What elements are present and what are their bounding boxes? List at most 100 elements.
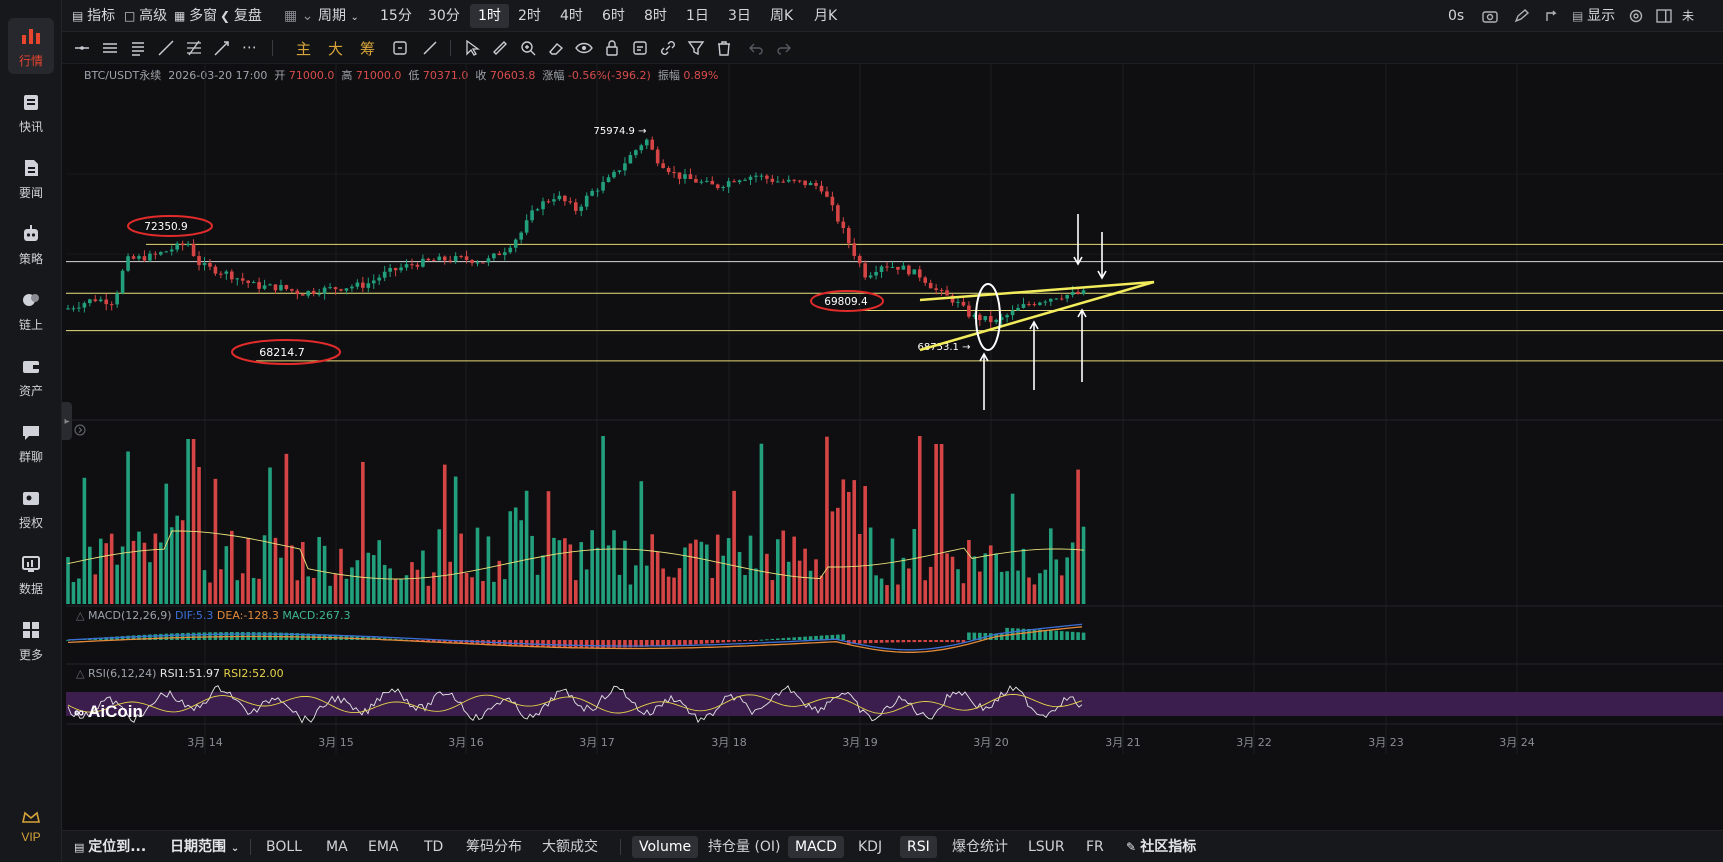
replay-button[interactable]: ❮ 复盘: [220, 0, 262, 32]
volume-bar: [481, 581, 485, 604]
edit-icon[interactable]: [1514, 0, 1530, 32]
indicator-ema[interactable]: EMA: [368, 839, 399, 855]
volume-bar: [284, 453, 289, 604]
candle-body: [453, 256, 458, 262]
redo-icon[interactable]: [774, 38, 794, 58]
price-label: 68753.1 →: [918, 342, 971, 353]
more-tools-dropdown[interactable]: ▦ ⌄: [284, 8, 314, 24]
volume-collapse-icon[interactable]: [74, 424, 86, 439]
display-button[interactable]: ▤ 显示: [1572, 0, 1615, 32]
sub-indicator-fr[interactable]: FR: [1086, 839, 1104, 855]
sidebar-item-assets[interactable]: 资产: [0, 346, 62, 406]
sidebar-item-data[interactable]: 数据: [0, 544, 62, 604]
vip-button[interactable]: VIP: [0, 808, 62, 862]
volume-bar: [366, 552, 371, 604]
eraser-tool-icon[interactable]: [546, 38, 566, 58]
link-tool-icon[interactable]: [658, 38, 678, 58]
interval-1d[interactable]: 1日: [686, 8, 709, 24]
candle-body: [169, 249, 174, 252]
redo-icon[interactable]: [1544, 0, 1560, 32]
settings-icon[interactable]: [1628, 0, 1644, 32]
volume-bar: [568, 544, 573, 604]
sidebar-item-chat[interactable]: 群聊: [0, 412, 62, 472]
select-tool-icon[interactable]: [462, 38, 482, 58]
sub-indicator-liquidation[interactable]: 爆仓统计: [952, 839, 1008, 855]
magnet-tool-icon[interactable]: [390, 38, 410, 58]
interval-1h[interactable]: 1时: [470, 4, 509, 28]
locate-button[interactable]: ▤ 定位到...: [74, 831, 146, 862]
sidebar-item-newsflash[interactable]: 快讯: [0, 82, 62, 142]
ray-tool-icon[interactable]: [212, 38, 232, 58]
advanced-button[interactable]: □ 高级: [124, 0, 167, 32]
interval-month[interactable]: 月K: [814, 8, 838, 24]
zoom-in-icon[interactable]: [518, 38, 538, 58]
sidebar-collapse-handle[interactable]: ▸: [62, 402, 72, 440]
indicator-boll[interactable]: BOLL: [266, 839, 302, 855]
main-indicator-button[interactable]: 主: [296, 40, 312, 58]
filter-tool-icon[interactable]: [686, 38, 706, 58]
interval-week[interactable]: 周K: [770, 8, 794, 24]
interval-3d[interactable]: 3日: [728, 8, 751, 24]
interval-8h[interactable]: 8时: [644, 8, 667, 24]
volume-bar: [88, 546, 92, 604]
macd-histogram-bar: [655, 640, 660, 647]
indicator-chip-distribution[interactable]: 筹码分布: [466, 839, 522, 855]
chips-button[interactable]: 筹: [360, 40, 376, 58]
template-tool-icon[interactable]: [630, 38, 650, 58]
indicator-ma[interactable]: MA: [326, 839, 348, 855]
interval-4h[interactable]: 4时: [560, 8, 583, 24]
period-dropdown[interactable]: 周期 ⌄: [318, 0, 359, 32]
trend-line-tool-icon[interactable]: [156, 38, 176, 58]
sub-indicator-rsi[interactable]: RSI: [900, 836, 937, 858]
x-tick-label: 3月 20: [973, 736, 1009, 749]
macd-dea-line: [67, 626, 1083, 653]
interval-6h[interactable]: 6时: [602, 8, 625, 24]
channel-tool-icon[interactable]: [128, 38, 148, 58]
more-draw-tools-icon[interactable]: ⋯: [242, 38, 257, 56]
parallel-lines-tool-icon[interactable]: [100, 38, 120, 58]
volume-bar: [623, 540, 627, 604]
x-tick-label: 3月 19: [842, 736, 878, 749]
bell-icon[interactable]: △: [76, 667, 85, 680]
undo-icon[interactable]: [746, 38, 766, 58]
community-indicators-button[interactable]: ✎ 社区指标: [1126, 831, 1196, 862]
ruler-tool-icon[interactable]: [490, 38, 510, 58]
sub-indicator-lsur[interactable]: LSUR: [1028, 839, 1065, 855]
sub-indicator-oi[interactable]: 持仓量 (OI): [708, 839, 781, 855]
interval-2h[interactable]: 2时: [518, 8, 541, 24]
interval-15m[interactable]: 15分: [380, 8, 412, 24]
brush-tool-icon[interactable]: [420, 38, 440, 58]
macd-histogram-bar: [988, 633, 993, 640]
sidebar-item-authorize[interactable]: 授权: [0, 478, 62, 538]
multi-window-button[interactable]: ▦ 多窗: [174, 0, 217, 32]
sub-indicator-macd[interactable]: MACD: [788, 836, 844, 858]
trash-icon[interactable]: [714, 38, 734, 58]
camera-icon[interactable]: [1482, 0, 1498, 32]
volume-bar: [792, 536, 796, 604]
layout-icon[interactable]: [1656, 0, 1672, 32]
volume-bar: [448, 561, 452, 604]
large-orders-button[interactable]: 大: [328, 40, 344, 58]
macd-histogram-bar: [459, 640, 463, 644]
fibonacci-tool-icon[interactable]: [184, 38, 204, 58]
sub-indicator-kdj[interactable]: KDJ: [858, 839, 883, 855]
lock-tool-icon[interactable]: [602, 38, 622, 58]
sidebar-item-news[interactable]: 要闻: [0, 148, 62, 208]
indicators-button[interactable]: ▤ 指标: [72, 0, 115, 32]
sidebar-item-more[interactable]: 更多: [0, 610, 62, 670]
sub-indicator-volume[interactable]: Volume: [632, 836, 699, 858]
sidebar-item-market[interactable]: 行情: [0, 16, 62, 76]
interval-30m[interactable]: 30分: [428, 8, 460, 24]
indicator-td[interactable]: TD: [424, 839, 444, 855]
horizontal-line-tool-icon[interactable]: [72, 38, 92, 58]
sidebar-item-label: 更多: [18, 647, 43, 662]
candle-body: [694, 179, 698, 183]
eye-tool-icon[interactable]: [574, 38, 594, 58]
bell-icon[interactable]: △: [76, 609, 85, 622]
highlight-ellipse: [127, 215, 213, 237]
indicator-large-trades[interactable]: 大额成交: [542, 839, 598, 855]
sidebar-item-onchain[interactable]: 链上: [0, 280, 62, 340]
date-range-dropdown[interactable]: 日期范围 ⌄: [170, 831, 239, 862]
sidebar-item-strategy[interactable]: 策略: [0, 214, 62, 274]
